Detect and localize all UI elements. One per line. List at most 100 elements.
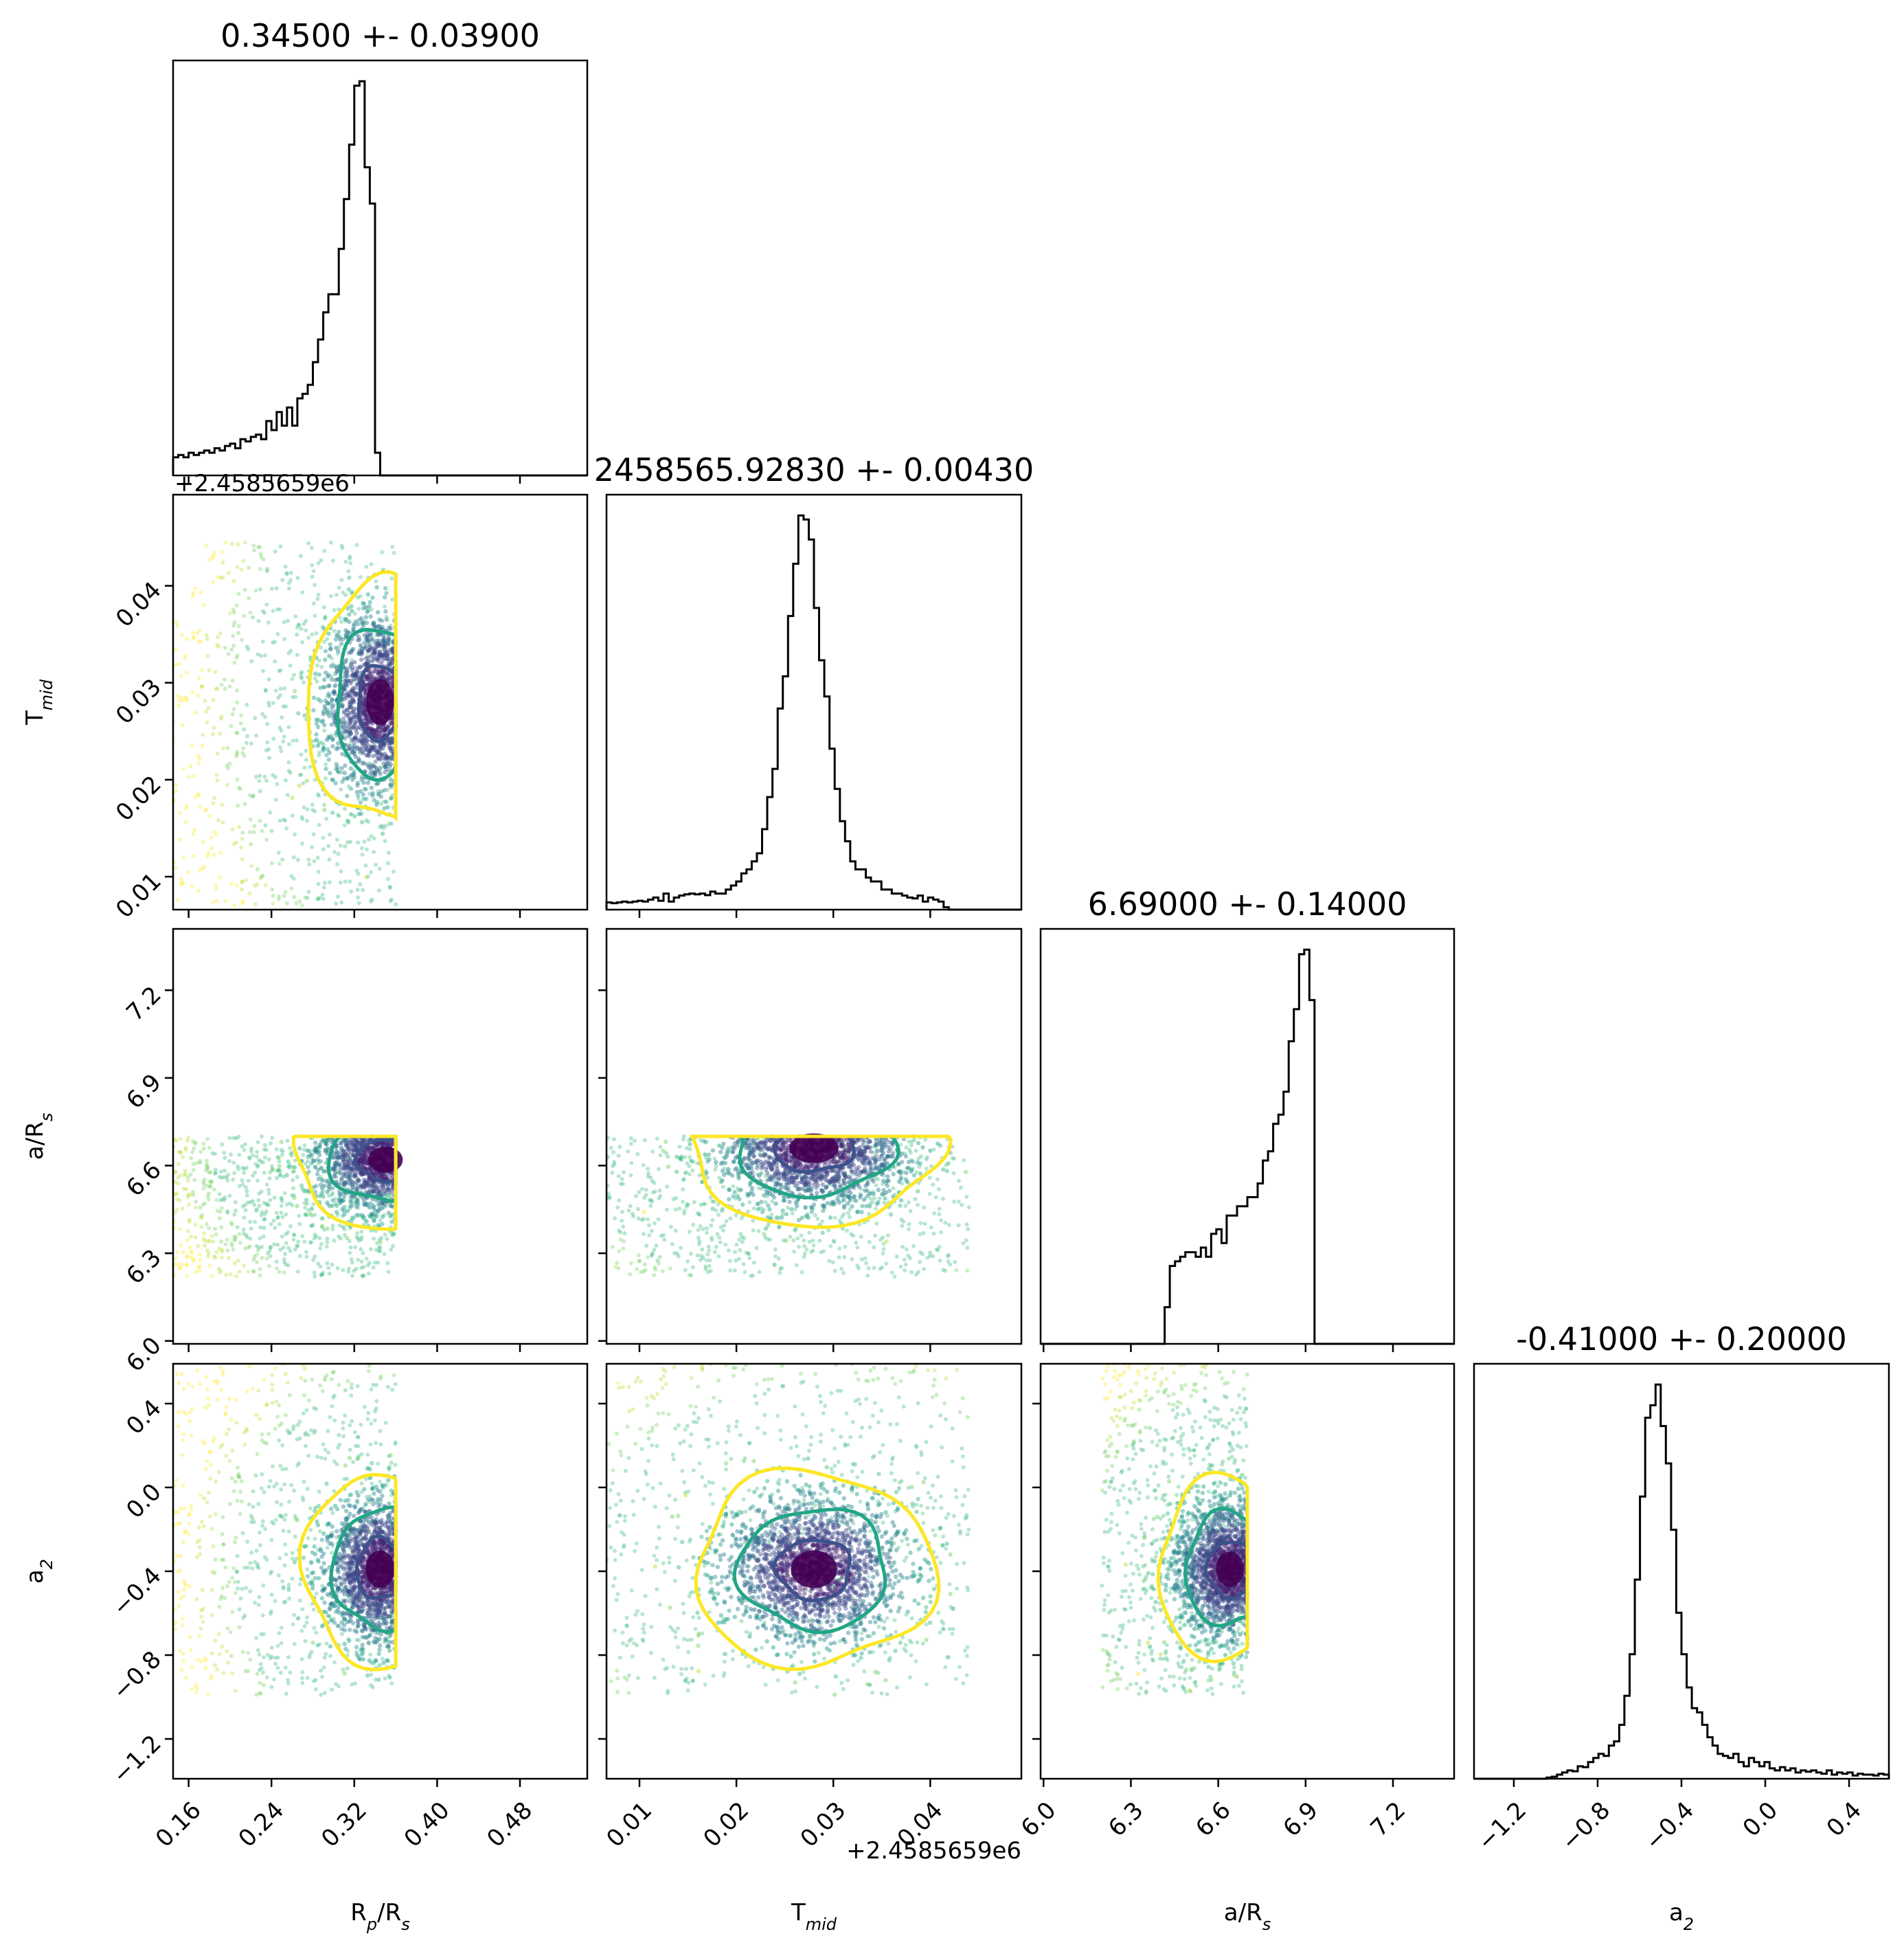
scatter-point: [910, 1159, 915, 1164]
scatter-point: [387, 1188, 392, 1193]
scatter-point: [367, 631, 372, 636]
scatter-point: [896, 1169, 901, 1174]
scatter-point: [363, 645, 367, 650]
scatter-point: [859, 1257, 864, 1262]
scatter-point: [184, 806, 189, 811]
scatter-point: [343, 619, 348, 624]
scatter-point: [861, 1153, 866, 1158]
scatter-point: [361, 1265, 366, 1269]
scatter-point: [330, 1193, 335, 1198]
scatter-point: [343, 1166, 348, 1171]
scatter-point: [792, 1249, 797, 1254]
scatter-point: [378, 746, 384, 752]
scatter-point: [748, 1143, 753, 1148]
scatter-points: [607, 1133, 971, 1279]
scatter-point: [385, 758, 389, 763]
scatter-point: [345, 1167, 350, 1172]
scatter-point: [365, 682, 370, 687]
scatter-point: [246, 647, 251, 651]
scatter-point: [335, 1161, 339, 1167]
scatter-point: [365, 673, 370, 678]
scatter-point: [341, 1154, 345, 1158]
scatter-point: [381, 1142, 387, 1147]
scatter-point: [349, 705, 354, 710]
scatter-point: [760, 1154, 764, 1158]
scatter-point: [359, 1171, 363, 1176]
scatter-point: [363, 716, 368, 721]
scatter-point: [841, 1140, 845, 1145]
scatter-point: [345, 713, 350, 719]
scatter-point: [249, 1226, 253, 1231]
scatter-point: [328, 642, 332, 647]
scatter-point: [811, 1206, 815, 1211]
scatter-point: [264, 602, 269, 607]
scatter-point: [240, 887, 244, 892]
scatter-point: [367, 600, 372, 605]
scatter-point: [361, 1199, 367, 1204]
scatter-point: [773, 1171, 778, 1177]
scatter-point: [307, 862, 312, 867]
scatter-point: [356, 1178, 362, 1183]
scatter-point: [231, 633, 236, 638]
scatter-point: [376, 659, 381, 664]
scatter-point: [617, 1198, 622, 1203]
scatter-point: [237, 824, 241, 829]
scatter-point: [305, 1201, 310, 1206]
scatter-point: [342, 708, 347, 714]
scatter-point: [728, 1146, 733, 1151]
scatter-point: [738, 1232, 743, 1236]
scatter-point: [360, 749, 365, 754]
scatter-point: [197, 1268, 202, 1273]
scatter-point: [765, 1215, 771, 1220]
scatter-point: [322, 548, 327, 553]
scatter-point: [835, 1171, 840, 1176]
scatter-point: [799, 1233, 804, 1238]
scatter-point: [383, 724, 388, 729]
scatter-point: [275, 632, 280, 636]
scatter-point: [365, 1182, 370, 1187]
scatter-point: [204, 1168, 209, 1173]
scatter-point: [348, 1156, 352, 1161]
scatter-point: [200, 684, 205, 689]
scatter-point: [383, 1174, 387, 1179]
scatter-point: [363, 1161, 367, 1167]
scatter-point: [882, 1157, 887, 1162]
scatter-point: [779, 1184, 784, 1189]
scatter-point: [908, 1209, 913, 1213]
scatter-point: [223, 646, 227, 650]
scatter-point: [337, 1155, 342, 1160]
scatter-point: [344, 1143, 349, 1147]
scatter-point: [321, 709, 326, 715]
scatter-point: [635, 1151, 640, 1156]
scatter-point: [758, 1145, 764, 1150]
scatter-point: [321, 1193, 325, 1198]
scatter-point: [389, 749, 394, 754]
scatter-point: [802, 1182, 807, 1188]
scatter-point: [961, 1241, 966, 1246]
scatter-point: [191, 1259, 196, 1263]
scatter-point: [377, 750, 382, 754]
scatter-point: [377, 812, 382, 817]
scatter-point: [765, 1237, 770, 1241]
scatter-point: [292, 1169, 296, 1173]
scatter-point: [275, 1176, 279, 1180]
scatter-point: [185, 1195, 190, 1200]
scatter-point: [255, 1149, 260, 1154]
scatter-point: [376, 756, 381, 761]
scatter-point: [376, 748, 381, 753]
scatter-point: [372, 764, 377, 769]
scatter-point: [205, 854, 210, 859]
scatter-point: [318, 1175, 323, 1180]
scatter-point: [268, 810, 273, 815]
scatter-point: [348, 879, 352, 884]
scatter-point: [386, 1270, 391, 1274]
scatter-point: [653, 1265, 657, 1270]
scatter-point: [218, 575, 223, 580]
scatter-point: [302, 1239, 307, 1244]
scatter-point: [904, 1145, 909, 1150]
scatter-point: [325, 1261, 330, 1266]
scatter-point: [360, 852, 365, 857]
scatter-point: [390, 1173, 395, 1178]
scatter-point: [841, 1180, 846, 1184]
scatter-point: [343, 879, 348, 884]
